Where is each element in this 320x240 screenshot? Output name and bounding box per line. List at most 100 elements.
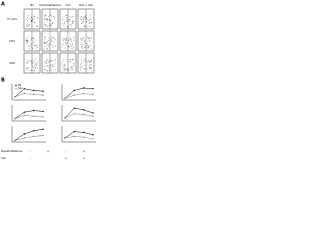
event-dot bbox=[29, 18, 31, 20]
event-dot bbox=[67, 26, 68, 28]
event-dot bbox=[35, 63, 37, 65]
line bbox=[14, 128, 44, 141]
event-dot bbox=[45, 18, 47, 19]
event-dot bbox=[90, 45, 92, 47]
event-dot bbox=[50, 24, 51, 26]
point bbox=[32, 93, 35, 96]
event-dot bbox=[70, 39, 72, 40]
point bbox=[32, 109, 35, 112]
event-dot bbox=[70, 66, 72, 67]
point bbox=[42, 94, 44, 96]
event-dot bbox=[72, 44, 73, 46]
event-dot bbox=[62, 58, 64, 60]
event-dot bbox=[69, 40, 71, 41]
event-dot bbox=[54, 17, 56, 19]
event-dot bbox=[34, 65, 35, 66]
event-dot bbox=[55, 69, 56, 70]
event-dot bbox=[68, 26, 69, 28]
event-dot bbox=[91, 21, 92, 23]
event-dot bbox=[64, 67, 66, 69]
cell: - bbox=[29, 149, 30, 153]
point bbox=[42, 110, 44, 113]
event-dot bbox=[27, 26, 29, 28]
point bbox=[32, 130, 35, 132]
event-dot bbox=[44, 14, 46, 16]
event-dot bbox=[46, 70, 48, 72]
event-dot bbox=[84, 59, 85, 61]
event-dot bbox=[26, 38, 28, 40]
event-dot bbox=[33, 45, 35, 46]
event-dot bbox=[50, 25, 51, 27]
event-dot bbox=[29, 60, 30, 62]
event-dot bbox=[37, 60, 39, 62]
event-dot bbox=[27, 58, 28, 60]
line bbox=[14, 110, 44, 119]
event-dot bbox=[86, 17, 88, 18]
event-dot bbox=[87, 61, 88, 63]
event-dot bbox=[64, 42, 66, 44]
event-dot bbox=[27, 15, 29, 16]
event-dot bbox=[87, 36, 89, 38]
point bbox=[92, 112, 94, 114]
event-dot bbox=[84, 58, 86, 60]
point bbox=[42, 116, 44, 118]
event-dot bbox=[44, 26, 46, 28]
row-label: CD4 bbox=[9, 39, 15, 43]
column-header: Nil bbox=[30, 3, 34, 7]
event-dot bbox=[71, 25, 72, 27]
cell: - bbox=[65, 149, 66, 153]
event-dot bbox=[90, 67, 91, 68]
event-dot bbox=[64, 65, 66, 67]
event-dot bbox=[81, 40, 82, 42]
event-dot bbox=[48, 19, 50, 20]
point bbox=[82, 109, 85, 111]
event-dot bbox=[69, 24, 70, 26]
event-dot bbox=[83, 41, 85, 43]
event-dot bbox=[46, 18, 48, 20]
event-dot bbox=[61, 65, 63, 67]
column-header: CsA bbox=[66, 3, 71, 7]
event-dot bbox=[82, 17, 84, 19]
event-dot bbox=[73, 38, 75, 39]
event-dot bbox=[84, 68, 85, 70]
event-dot bbox=[52, 66, 53, 68]
event-dot bbox=[31, 69, 32, 71]
event-dot bbox=[43, 18, 45, 20]
event-dot bbox=[66, 17, 68, 19]
legend-marker bbox=[15, 84, 17, 87]
event-dot bbox=[82, 42, 84, 44]
event-dot bbox=[89, 46, 91, 47]
event-dot bbox=[62, 38, 64, 40]
event-dot bbox=[26, 68, 27, 70]
event-dot bbox=[89, 14, 91, 16]
event-dot bbox=[66, 20, 68, 22]
event-dot bbox=[65, 37, 67, 39]
event-dot bbox=[64, 23, 66, 25]
event-dot bbox=[30, 20, 32, 22]
column-header: Dex + CsA bbox=[79, 3, 93, 7]
event-dot bbox=[89, 37, 91, 39]
event-dot bbox=[86, 15, 87, 16]
event-dot bbox=[54, 39, 56, 41]
event-dot bbox=[87, 47, 89, 48]
event-dot bbox=[69, 38, 70, 40]
event-dot bbox=[44, 15, 46, 17]
event-dot bbox=[28, 45, 29, 47]
event-dot bbox=[82, 44, 83, 45]
event-dot bbox=[35, 65, 37, 67]
event-dot bbox=[48, 59, 50, 61]
event-dot bbox=[32, 62, 34, 64]
legend-marker bbox=[15, 87, 17, 90]
event-dot bbox=[52, 22, 53, 24]
event-dot bbox=[46, 61, 48, 63]
point bbox=[42, 134, 44, 137]
event-dot bbox=[67, 61, 68, 63]
event-dot bbox=[55, 58, 56, 60]
line bbox=[64, 113, 94, 119]
event-dot bbox=[81, 46, 82, 48]
event-dot bbox=[68, 68, 69, 70]
event-dot bbox=[81, 19, 82, 21]
point bbox=[23, 133, 26, 135]
event-dot bbox=[37, 47, 38, 48]
event-dot bbox=[31, 15, 32, 17]
